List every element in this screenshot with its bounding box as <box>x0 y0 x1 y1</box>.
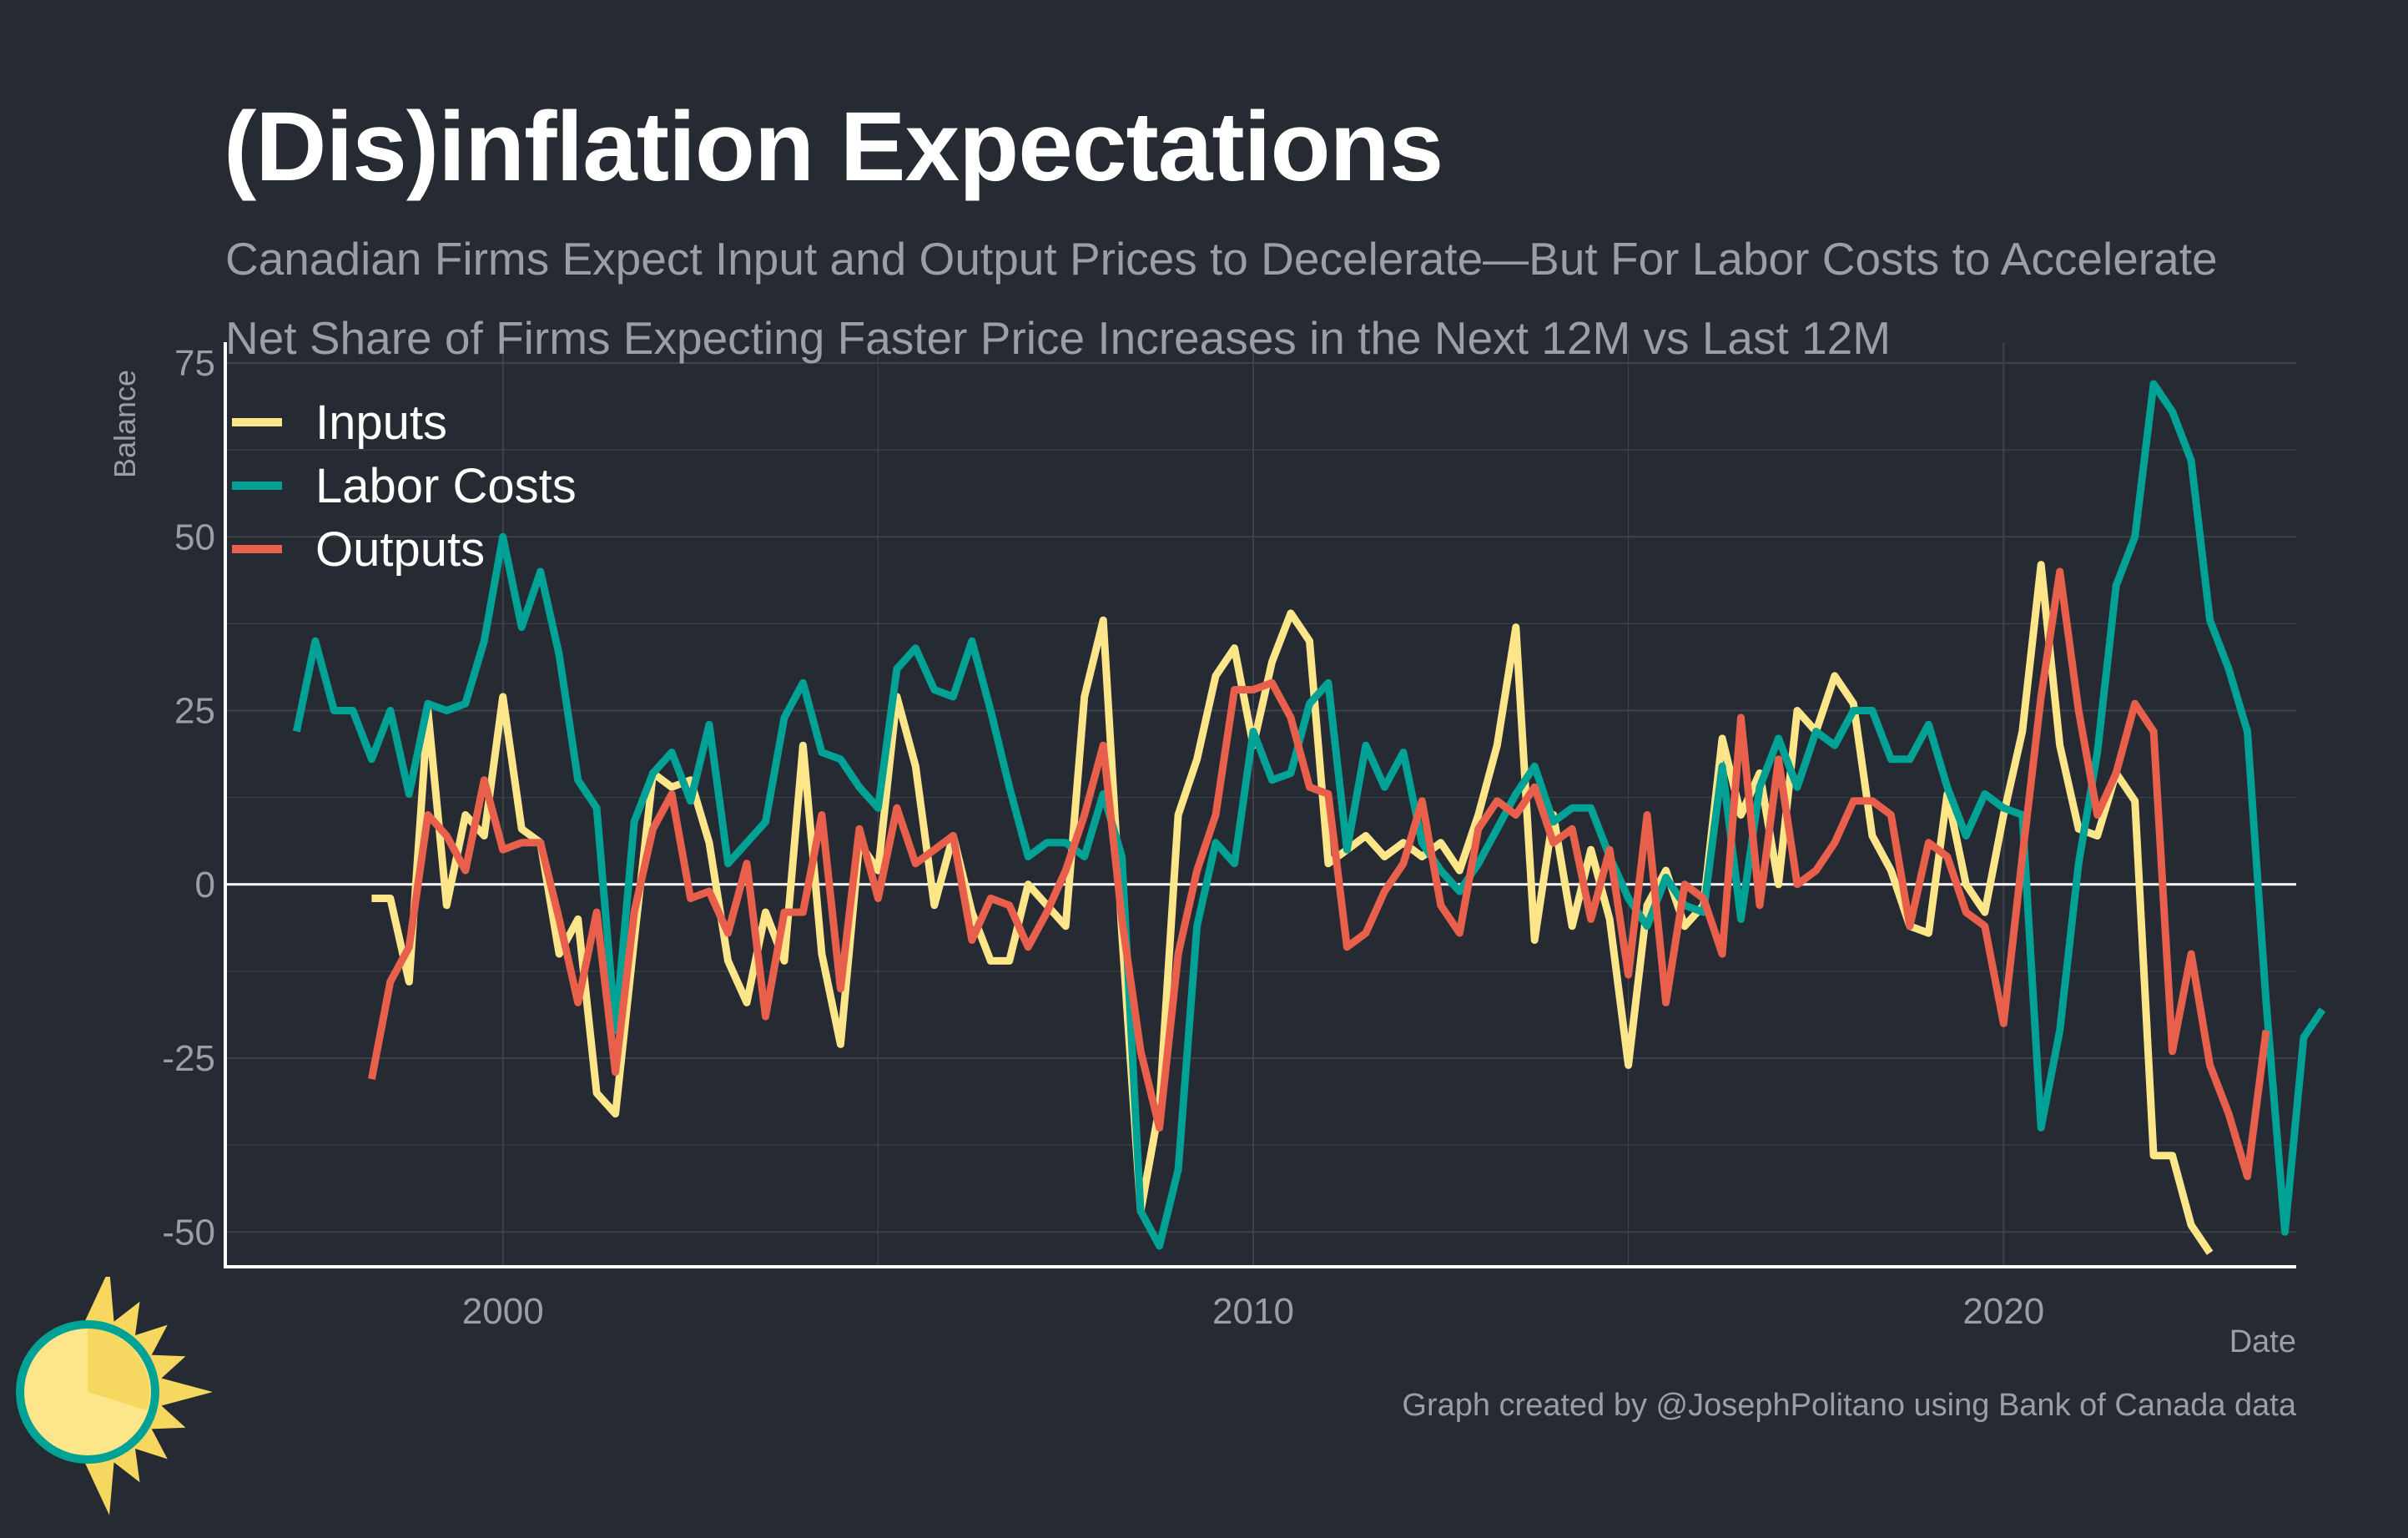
chart-subtitle: Canadian Firms Expect Input and Output P… <box>225 233 2218 285</box>
series-lines <box>292 380 2326 1255</box>
legend-label: Inputs <box>315 396 447 450</box>
x-tick-label: 2000 <box>462 1291 544 1332</box>
sun-ray <box>127 1324 168 1363</box>
grid-lines <box>225 342 2296 1267</box>
chart-note: Net Share of Firms Expecting Faster Pric… <box>225 312 1892 364</box>
axes <box>224 342 2296 1268</box>
sun-ray <box>152 1375 213 1409</box>
series-line-inputs <box>371 561 2214 1255</box>
series-line-labor-costs <box>292 380 2326 1250</box>
legend: Inputs Labor Costs Outputs <box>232 396 577 577</box>
sun-ray <box>83 1453 115 1515</box>
x-axis-label: Date <box>2229 1324 2296 1359</box>
legend-label: Labor Costs <box>315 459 577 513</box>
sun-rays <box>83 1277 213 1515</box>
caption: Graph created by @JosephPolitano using B… <box>1402 1388 2296 1423</box>
tick-labels: -50 -25 0 25 50 75 2000 2010 2020 <box>162 343 2044 1332</box>
series-line-outputs <box>367 567 2270 1181</box>
chart-title: (Dis)inflation Expectations <box>224 92 1443 202</box>
x-tick-label: 2020 <box>1962 1291 2044 1332</box>
sun-ray <box>106 1301 140 1344</box>
x-tick-label: 2010 <box>1212 1291 1294 1332</box>
y-tick-label: 50 <box>174 517 215 557</box>
y-tick-label: 75 <box>174 343 215 384</box>
sun-shade <box>88 1329 150 1410</box>
y-axis-label: Balance <box>108 370 142 478</box>
y-tick-label: 0 <box>195 865 215 905</box>
sun-ray <box>127 1421 168 1460</box>
y-tick-label: -50 <box>162 1212 215 1253</box>
sun-ray <box>106 1440 140 1483</box>
sun-icon <box>16 1277 213 1515</box>
legend-label: Outputs <box>315 522 485 577</box>
y-tick-label: -25 <box>162 1038 215 1079</box>
sun-ray <box>83 1277 115 1331</box>
y-tick-label: 25 <box>174 691 215 732</box>
